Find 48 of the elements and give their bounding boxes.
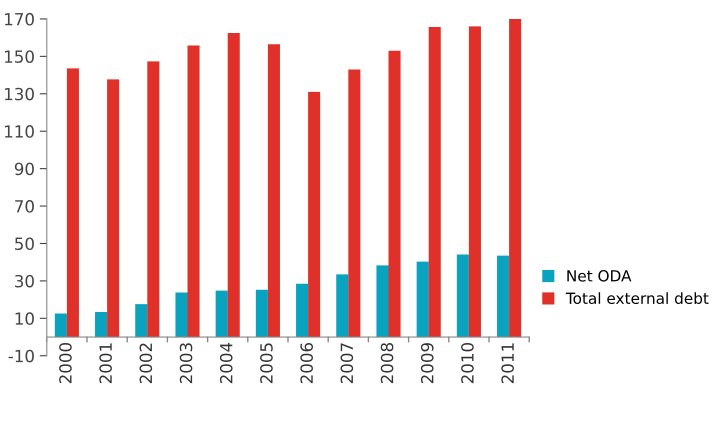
x-tick-label: 2005 <box>260 343 273 384</box>
y-tick-label: 130 <box>5 88 34 100</box>
bar <box>428 26 441 338</box>
bar <box>147 61 160 338</box>
x-tick-label: 2002 <box>140 344 152 384</box>
y-tick-label: 30 <box>15 274 34 288</box>
x-tick-label: 2004 <box>220 342 233 384</box>
y-tick-label: -10 <box>8 350 34 362</box>
x-tick-label: 2011 <box>501 343 514 384</box>
x-tick-label: 2009 <box>420 343 434 384</box>
bar <box>216 290 228 338</box>
bar <box>54 313 67 338</box>
bar <box>268 44 280 338</box>
bar <box>107 79 120 338</box>
x-tick-label: 2001 <box>99 343 112 384</box>
bar <box>95 312 108 338</box>
bar <box>348 69 360 338</box>
bar <box>497 256 510 338</box>
y-tick-label: 70 <box>15 200 34 213</box>
bar <box>135 304 148 338</box>
bar <box>468 26 481 338</box>
x-tick-label: 2010 <box>461 343 474 384</box>
bar <box>188 46 200 338</box>
legend-label: Net ODA <box>567 270 632 282</box>
bar <box>256 290 268 338</box>
x-tick-label: 2003 <box>180 343 192 384</box>
bar <box>308 92 320 338</box>
bar <box>416 262 429 338</box>
x-tick-label: 2008 <box>380 343 394 384</box>
y-tick-label: 170 <box>5 12 34 26</box>
bar <box>336 274 348 338</box>
bar <box>228 32 240 338</box>
y-tick-label: 50 <box>15 237 34 250</box>
x-tick-label: 2006 <box>300 342 313 384</box>
x-tick-label: 2007 <box>340 343 354 384</box>
bar <box>388 50 401 338</box>
bar <box>376 265 388 338</box>
legend-label: Total external debt <box>566 292 709 304</box>
y-tick-label: 10 <box>16 312 34 325</box>
bar <box>66 68 79 338</box>
y-tick-label: 110 <box>5 125 34 138</box>
y-tick-label: 150 <box>5 50 34 63</box>
bar <box>456 254 469 338</box>
y-tick-label: 90 <box>14 162 34 176</box>
bar <box>175 292 188 338</box>
bar <box>296 284 308 338</box>
bar <box>509 18 522 338</box>
x-tick-label: 2000 <box>59 343 72 384</box>
